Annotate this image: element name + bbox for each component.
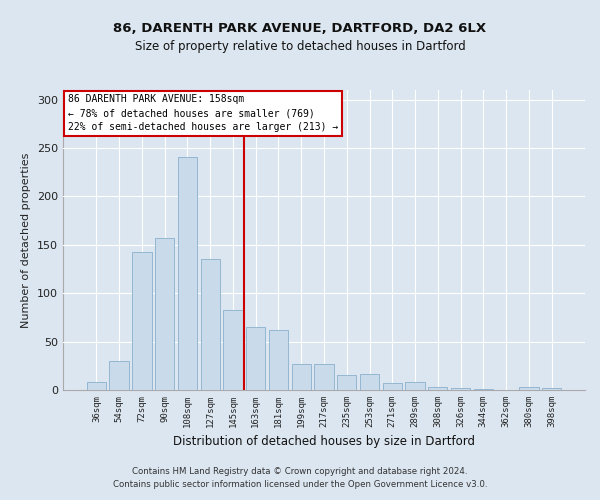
Bar	[132, 252, 152, 390]
Bar	[337, 374, 356, 390]
Bar	[246, 327, 265, 390]
Bar	[109, 361, 129, 390]
Text: 86 DARENTH PARK AVENUE: 158sqm
← 78% of detached houses are smaller (769)
22% of: 86 DARENTH PARK AVENUE: 158sqm ← 78% of …	[68, 94, 338, 132]
Bar	[269, 330, 288, 390]
Bar	[292, 364, 311, 390]
Text: Contains public sector information licensed under the Open Government Licence v3: Contains public sector information licen…	[113, 480, 487, 489]
Bar	[406, 382, 425, 390]
Bar	[542, 388, 561, 390]
Bar	[428, 387, 448, 390]
Text: 86, DARENTH PARK AVENUE, DARTFORD, DA2 6LX: 86, DARENTH PARK AVENUE, DARTFORD, DA2 6…	[113, 22, 487, 36]
Bar	[314, 364, 334, 390]
Bar	[200, 260, 220, 390]
Bar	[360, 374, 379, 390]
Bar	[451, 388, 470, 390]
Text: Contains HM Land Registry data © Crown copyright and database right 2024.: Contains HM Land Registry data © Crown c…	[132, 467, 468, 476]
Bar	[223, 310, 242, 390]
Bar	[473, 389, 493, 390]
Bar	[87, 382, 106, 390]
Bar	[155, 238, 175, 390]
Bar	[383, 383, 402, 390]
Bar	[178, 157, 197, 390]
Text: Size of property relative to detached houses in Dartford: Size of property relative to detached ho…	[134, 40, 466, 53]
Bar	[519, 387, 539, 390]
X-axis label: Distribution of detached houses by size in Dartford: Distribution of detached houses by size …	[173, 436, 475, 448]
Y-axis label: Number of detached properties: Number of detached properties	[22, 152, 31, 328]
